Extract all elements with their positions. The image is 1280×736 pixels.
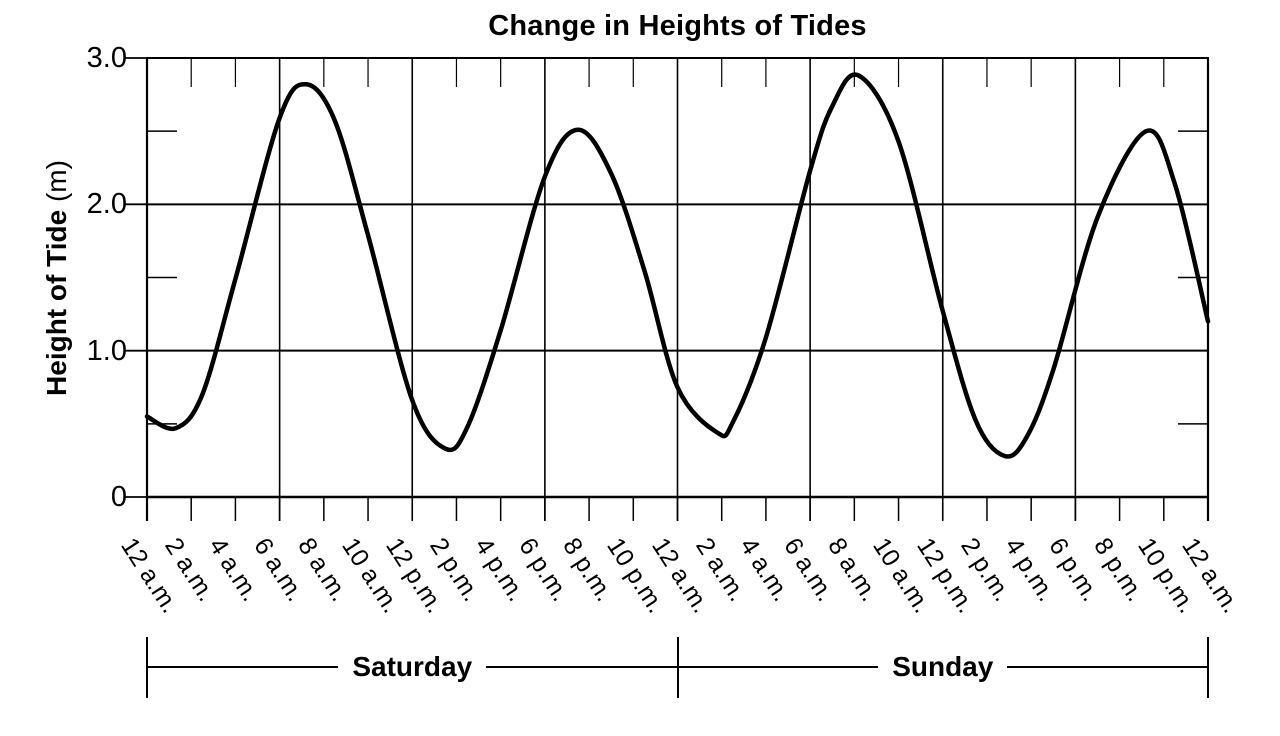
day-bracket-bar — [676, 637, 679, 698]
y-tick-label: 1.0 — [86, 334, 127, 367]
chart-title: Change in Heights of Tides — [488, 10, 867, 42]
day-bracket-bar — [1207, 637, 1209, 698]
day-bracket-rule — [1007, 666, 1209, 668]
y-tick-label: 2.0 — [86, 188, 127, 221]
tide-curve — [144, 72, 1211, 459]
day-bracket-rule — [486, 666, 678, 668]
day-bracket-rule — [677, 666, 879, 668]
day-label: Saturday — [352, 651, 473, 682]
day-bracket-sunday: Sunday — [677, 651, 1209, 682]
day-bracket-rule — [147, 666, 339, 668]
day-label: Sunday — [892, 651, 994, 682]
day-bracket-saturday: Saturday — [147, 651, 678, 682]
y-tick-label: 0 — [110, 481, 127, 513]
y-tick-label: 3.0 — [86, 42, 127, 74]
day-bracket-bar — [146, 637, 148, 698]
